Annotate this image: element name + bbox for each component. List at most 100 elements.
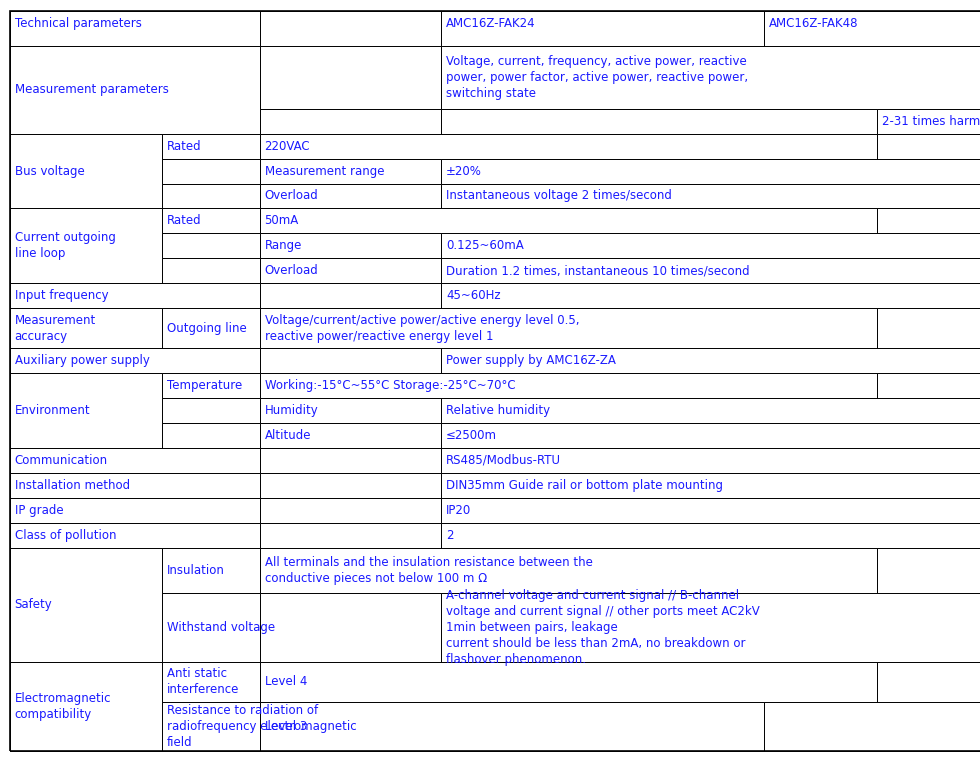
Bar [10, 348, 260, 373]
Text: Withstand voltage: Withstand voltage [167, 621, 274, 634]
Bar [877, 548, 980, 594]
Text: Power supply by AMC16Z-ZA: Power supply by AMC16Z-ZA [446, 354, 615, 367]
Text: Bus voltage: Bus voltage [15, 165, 84, 178]
Text: Humidity: Humidity [265, 404, 318, 417]
Text: Outgoing line: Outgoing line [167, 322, 246, 335]
Bar [162, 159, 260, 184]
Text: AMC16Z-FAK48: AMC16Z-FAK48 [769, 17, 858, 30]
Bar [260, 548, 877, 594]
Bar [877, 308, 980, 348]
Text: ±20%: ±20% [446, 165, 482, 178]
Text: A-channel voltage and current signal // B-channel
voltage and current signal // : A-channel voltage and current signal // … [446, 589, 760, 666]
Text: Measurement range: Measurement range [265, 165, 384, 178]
Bar [260, 473, 441, 498]
Bar [441, 594, 980, 662]
Bar [260, 234, 441, 258]
Bar [162, 209, 260, 234]
Bar [441, 398, 980, 423]
Text: Resistance to radiation of
radiofrequency electromagnetic
field: Resistance to radiation of radiofrequenc… [167, 704, 356, 749]
Text: Safety: Safety [15, 598, 53, 611]
Text: Current outgoing
line loop: Current outgoing line loop [15, 231, 116, 260]
Text: Overload: Overload [265, 190, 318, 203]
Bar [10, 473, 260, 498]
Bar [260, 46, 441, 109]
Bar [260, 308, 877, 348]
Text: 0.125~60mA: 0.125~60mA [446, 239, 523, 252]
Bar [877, 209, 980, 234]
Bar [10, 373, 162, 448]
Bar [441, 184, 980, 209]
Text: Range: Range [265, 239, 302, 252]
Bar [764, 11, 980, 46]
Text: AMC16Z-FAK24: AMC16Z-FAK24 [446, 17, 535, 30]
Bar [441, 523, 980, 548]
Bar [162, 662, 260, 701]
Text: All terminals and the insulation resistance between the
conductive pieces not be: All terminals and the insulation resista… [265, 556, 593, 585]
Text: ≤2500m: ≤2500m [446, 429, 497, 442]
Bar [877, 662, 980, 701]
Text: 2: 2 [446, 529, 454, 542]
Bar [260, 398, 441, 423]
Bar [260, 662, 877, 701]
Bar [441, 448, 980, 473]
Text: Rated: Rated [167, 140, 201, 153]
Bar [260, 11, 441, 46]
Bar [260, 283, 441, 308]
Text: Relative humidity: Relative humidity [446, 404, 550, 417]
Bar [162, 258, 260, 283]
Text: Input frequency: Input frequency [15, 289, 109, 302]
Bar [162, 308, 260, 348]
Bar [260, 523, 441, 548]
Bar [441, 46, 980, 109]
Bar [10, 548, 162, 662]
Text: 50mA: 50mA [265, 215, 299, 228]
Text: Voltage/current/active power/active energy level 0.5,
reactive power/reactive en: Voltage/current/active power/active ener… [265, 313, 579, 342]
Bar [877, 134, 980, 159]
Text: Technical parameters: Technical parameters [15, 17, 141, 30]
Bar [10, 209, 162, 283]
Text: 220VAC: 220VAC [265, 140, 311, 153]
Text: Measurement
accuracy: Measurement accuracy [15, 313, 96, 342]
Text: Communication: Communication [15, 454, 108, 467]
Bar [260, 159, 441, 184]
Bar [441, 498, 980, 523]
Text: Auxiliary power supply: Auxiliary power supply [15, 354, 150, 367]
Bar [10, 46, 260, 134]
Bar [441, 423, 980, 448]
Bar [10, 134, 162, 209]
Text: IP grade: IP grade [15, 504, 64, 517]
Bar [260, 258, 441, 283]
Bar [10, 662, 162, 751]
Bar [162, 184, 260, 209]
Bar [877, 373, 980, 398]
Text: 45~60Hz: 45~60Hz [446, 289, 501, 302]
Text: Temperature: Temperature [167, 379, 242, 392]
Text: Level 4: Level 4 [265, 675, 307, 688]
Text: Duration 1.2 times, instantaneous 10 times/second: Duration 1.2 times, instantaneous 10 tim… [446, 264, 750, 277]
Bar [10, 283, 260, 308]
Text: IP20: IP20 [446, 504, 471, 517]
Bar [260, 134, 877, 159]
Bar [260, 448, 441, 473]
Text: Insulation: Insulation [167, 564, 224, 577]
Bar [260, 373, 877, 398]
Text: Voltage, current, frequency, active power, reactive
power, power factor, active : Voltage, current, frequency, active powe… [446, 55, 748, 100]
Text: Installation method: Installation method [15, 479, 129, 492]
Bar [441, 109, 877, 134]
Bar [260, 498, 441, 523]
Text: Class of pollution: Class of pollution [15, 529, 117, 542]
Bar [260, 701, 764, 751]
Bar [162, 701, 260, 751]
Text: Measurement parameters: Measurement parameters [15, 83, 169, 96]
Bar [260, 109, 441, 134]
Bar [441, 473, 980, 498]
Bar [10, 308, 162, 348]
Bar [162, 373, 260, 398]
Bar [441, 258, 980, 283]
Bar [162, 548, 260, 594]
Bar [441, 348, 980, 373]
Bar [260, 594, 441, 662]
Bar [260, 423, 441, 448]
Text: Overload: Overload [265, 264, 318, 277]
Bar [162, 398, 260, 423]
